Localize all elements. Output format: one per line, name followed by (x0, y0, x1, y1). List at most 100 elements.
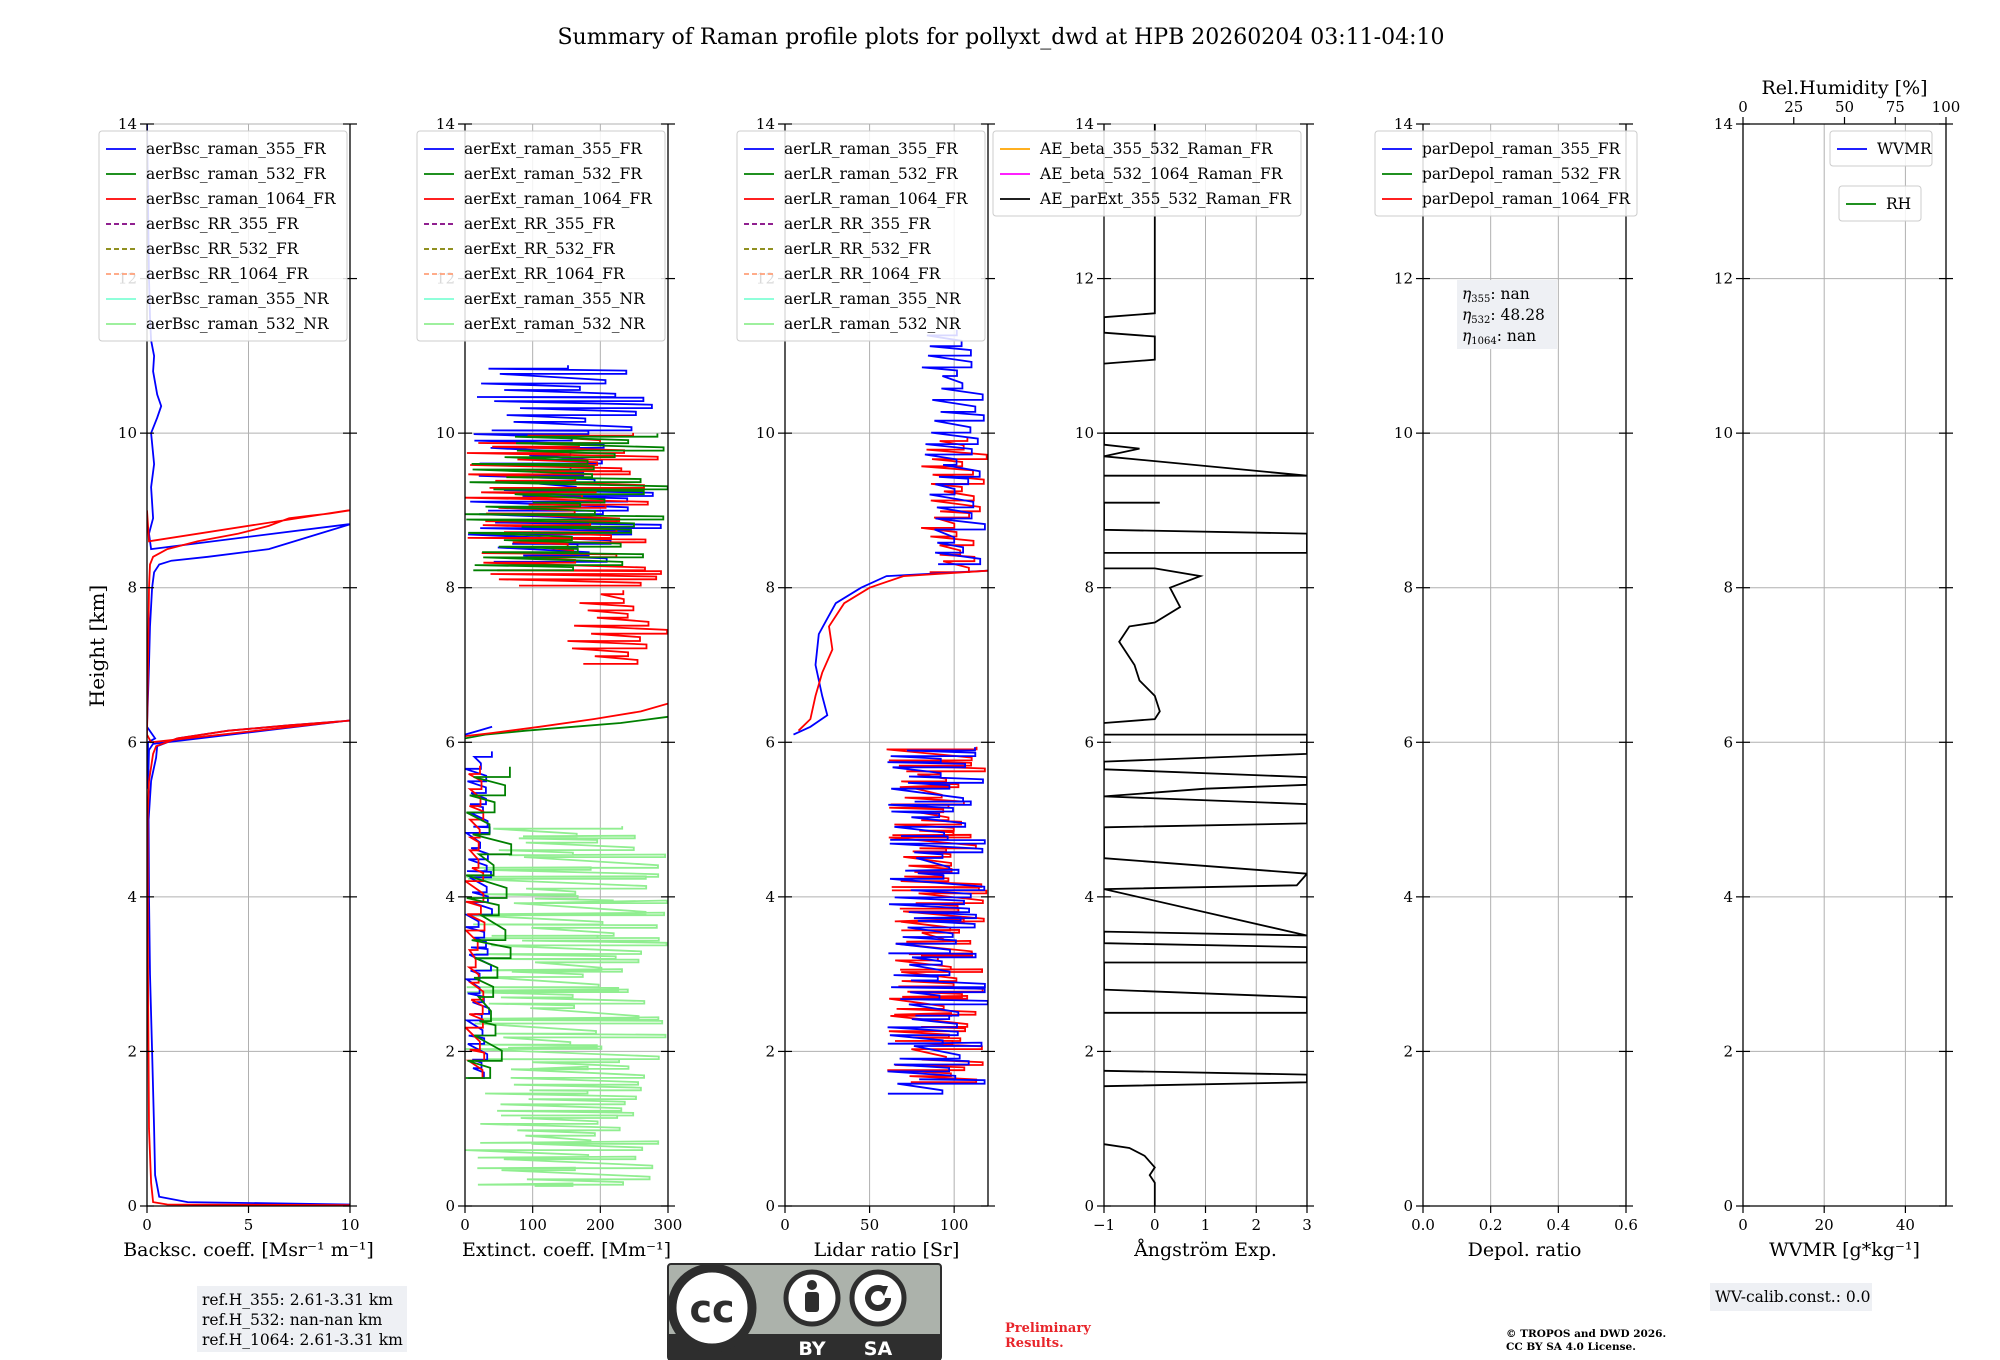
y-tick-label: 4 (127, 888, 137, 906)
legend-entry: aerLR_RR_1064_FR (784, 265, 942, 283)
legend-frame (1374, 130, 1638, 217)
legend-frame (1829, 130, 1933, 167)
y-tick-label: 10 (436, 424, 455, 442)
legend-entry: aerLR_raman_1064_FR (784, 190, 969, 208)
legend-entry: WVMR (1877, 140, 1933, 158)
panel-ext: 024681012140100200300Extinct. coeff. [Mm… (416, 115, 682, 1261)
axes: 0 2 4 6 8 10 12 14 0 20 40 WVMR [g*kg⁻¹] 0 25 50 75 100 R… (1714, 77, 1960, 1261)
x-tick-label: 0 (1738, 1216, 1748, 1234)
series-AE_parExt_355_532_Raman_FR_f (1104, 432, 1307, 477)
preliminary-note: Preliminary Results. (1005, 1321, 1091, 1351)
y-tick-label: 14 (436, 115, 455, 133)
series-aerLR_raman_355_FR (793, 569, 988, 736)
y-tick-label: 0 (1403, 1197, 1413, 1215)
legend: aerLR_raman_355_FR aerLR_raman_532_FR aerL… (736, 130, 986, 342)
copyright-note: © TROPOS and DWD 2026. CC BY SA 4.0 Lice… (1506, 1328, 1666, 1353)
y-tick-label: 12 (1714, 270, 1733, 288)
noisy-segment-red (920, 436, 988, 573)
legend-entry: AE_parExt_355_532_Raman_FR (1039, 190, 1292, 208)
x-tick-label: 0 (142, 1216, 152, 1234)
y-tick-label: 2 (1723, 1042, 1733, 1060)
noisy-segment-red (465, 765, 486, 1079)
series-AE_parExt_355_532_Raman_FR_d (1104, 567, 1204, 724)
legend-entry: aerLR_raman_532_FR (784, 165, 959, 183)
legend: parDepol_raman_355_FR parDepol_raman_532_… (1374, 130, 1638, 217)
x-axis-label: Depol. ratio (1468, 1239, 1582, 1261)
legend: AE_beta_355_532_Raman_FR AE_beta_532_1064… (992, 130, 1302, 217)
y-tick-label: 4 (765, 888, 775, 906)
legend-entry: aerBsc_RR_532_FR (146, 240, 300, 258)
reference-height-line: ref.H_355: 2.61-3.31 km (202, 1291, 393, 1309)
legend-entry: aerLR_RR_355_FR (784, 215, 932, 233)
series-AE_parExt_355_532_Raman_FR_g (1104, 124, 1156, 365)
legend-entry: aerLR_raman_355_NR (784, 290, 962, 308)
y-tick-label: 10 (1714, 424, 1733, 442)
eta-line: η1064: nan (1462, 327, 1536, 347)
y-tick-label: 14 (756, 115, 775, 133)
license-sa-label: SA (864, 1338, 893, 1360)
legend-entry: aerExt_raman_1064_FR (464, 190, 653, 208)
series-AE_parExt_355_532_Raman_FR (1104, 1143, 1156, 1206)
y-tick-label: 2 (127, 1042, 137, 1060)
wv-calib-box: WV-calib.const.: 0.0 (1710, 1283, 1872, 1311)
y-tick-label: 6 (445, 733, 455, 751)
y-tick-label: 2 (765, 1042, 775, 1060)
reference-height-box: ref.H_355: 2.61-3.31 km ref.H_532: nan-na… (197, 1286, 407, 1352)
top-x-tick-label: 25 (1784, 98, 1803, 116)
legend-entry: parDepol_raman_532_FR (1422, 165, 1622, 183)
noisy-segment-green (465, 766, 513, 1079)
x-axis-label: WVMR [g*kg⁻¹] (1769, 1239, 1920, 1261)
series-aerExt_raman_355_FR (465, 725, 493, 736)
figure-title: Summary of Raman profile plots for polly… (557, 25, 1444, 50)
y-axis-label: Height [km] (85, 585, 109, 707)
preliminary-line-1: Preliminary (1005, 1321, 1091, 1336)
legend-entry: aerBsc_raman_355_NR (146, 290, 330, 308)
data-layer (465, 365, 668, 1187)
legend-entry: aerExt_RR_532_FR (464, 240, 616, 258)
legend-frame (416, 130, 666, 342)
legend-entry: AE_beta_355_532_Raman_FR (1039, 140, 1274, 158)
y-tick-label: 14 (1075, 115, 1094, 133)
y-tick-label: 6 (1403, 733, 1413, 751)
y-tick-label: 10 (1075, 424, 1094, 442)
y-tick-label: 6 (765, 733, 775, 751)
legend: aerExt_raman_355_FR aerExt_raman_532_FRae… (416, 130, 666, 342)
legend-entry: aerLR_raman_355_FR (784, 140, 959, 158)
legend-entry: aerExt_raman_532_FR (464, 165, 643, 183)
annotation-background (197, 1286, 407, 1352)
y-tick-label: 2 (1084, 1042, 1094, 1060)
legend-entry: aerBsc_raman_355_FR (146, 140, 327, 158)
y-tick-label: 0 (445, 1197, 455, 1215)
top-x-tick-label: 0 (1738, 98, 1748, 116)
legend: WVMR (1829, 130, 1933, 167)
y-tick-label: 4 (1403, 888, 1413, 906)
y-tick-label: 0 (1723, 1197, 1733, 1215)
cc-icon-text: cc (689, 1287, 734, 1331)
x-tick-label: 1 (1201, 1216, 1211, 1234)
y-tick-label: 8 (1723, 579, 1733, 597)
series-AE_parExt_355_532_Raman_FR_c (1104, 733, 1307, 1014)
annotation-background (1457, 280, 1557, 349)
legend-entry: AE_beta_532_1064_Raman_FR (1039, 165, 1284, 183)
y-tick-label: 2 (445, 1042, 455, 1060)
noisy-segment-green (465, 433, 668, 572)
copyright-line-1: © TROPOS and DWD 2026. (1506, 1328, 1666, 1340)
axes: 024681012140100200300Extinct. coeff. [Mm… (436, 115, 682, 1261)
series-aerLR_raman_1064_FR (797, 569, 988, 732)
cc-by-sa-badge: cc BY SA (667, 1263, 942, 1360)
series-AE_parExt_355_532_Raman_FR_b (1104, 1069, 1307, 1088)
y-tick-label: 0 (127, 1197, 137, 1215)
legend-entry: aerBsc_RR_355_FR (146, 215, 300, 233)
legend-frame (1838, 185, 1922, 222)
noisy-segment-lightgreen (465, 826, 668, 1187)
noisy-segment-blue (921, 330, 986, 566)
axes: 0 2 4 6 8 10 12 14 0.0 0.2 0.4 0.6 Depol. ratio (1394, 115, 1638, 1261)
x-tick-label: 0 (460, 1216, 470, 1234)
x-tick-label: 50 (860, 1216, 879, 1234)
sa-icon (849, 1269, 907, 1327)
top-x-tick-label: 75 (1886, 98, 1905, 116)
x-axis-label: Backsc. coeff. [Msr⁻¹ m⁻¹] (123, 1239, 374, 1261)
legend-entry: aerBsc_RR_1064_FR (146, 265, 310, 283)
